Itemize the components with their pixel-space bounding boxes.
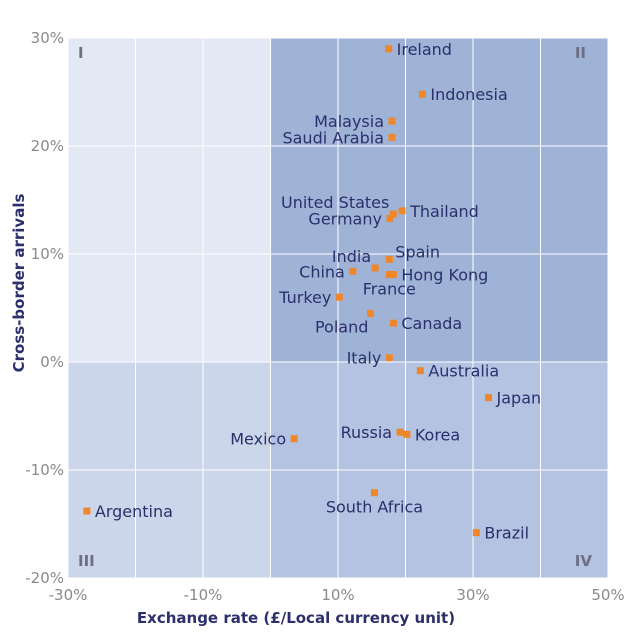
point-japan	[485, 394, 493, 402]
point-turkey	[335, 293, 343, 301]
point-label: Malaysia	[314, 112, 384, 131]
point-poland	[366, 309, 374, 317]
quadrant-label: IV	[575, 552, 593, 570]
point-india	[371, 264, 379, 272]
point-argentina	[83, 507, 91, 515]
x-axis-ticks: -30% -10% 10% 30% 50%	[49, 586, 625, 604]
point-label: China	[299, 262, 345, 281]
point-label: Turkey	[278, 288, 331, 307]
point-russia	[396, 428, 404, 436]
quadrant-1	[68, 38, 271, 362]
point-saudi-arabia	[388, 133, 396, 141]
point-label: Spain	[395, 242, 440, 261]
point-indonesia	[418, 90, 426, 98]
y-axis-title: Cross-border arrivals	[10, 194, 28, 373]
point-label: Brazil	[484, 524, 529, 543]
point-germany	[386, 214, 394, 222]
grid-lines	[67, 37, 609, 579]
y-tick-label: 10%	[31, 245, 64, 263]
point-label: United States	[281, 193, 389, 212]
point-thailand	[398, 207, 406, 215]
point-south-africa	[370, 489, 378, 497]
y-axis-ticks: 30% 20% 10% 0% -10% -20%	[25, 29, 64, 587]
point-label: Korea	[415, 425, 460, 444]
point-australia	[416, 367, 424, 375]
x-tick-label: -30%	[49, 586, 88, 604]
point-spain	[385, 255, 393, 263]
point-label: India	[332, 247, 371, 266]
point-brazil	[472, 529, 480, 537]
point-label: Saudi Arabia	[282, 128, 384, 147]
quadrant-2	[270, 38, 608, 362]
point-france	[385, 271, 393, 279]
y-tick-label: 20%	[31, 137, 64, 155]
quadrant-label: III	[78, 552, 95, 570]
point-label: Australia	[428, 362, 499, 381]
point-mexico	[290, 435, 298, 443]
point-label: Argentina	[95, 502, 173, 521]
x-axis-title: Exchange rate (£/Local currency unit)	[137, 609, 455, 627]
point-korea	[403, 430, 411, 438]
point-label: Canada	[401, 314, 462, 333]
x-tick-label: 50%	[591, 586, 624, 604]
point-canada	[389, 319, 397, 327]
point-label: Germany	[308, 209, 382, 228]
quadrant-label: II	[575, 44, 586, 62]
point-italy	[385, 354, 393, 362]
point-label: South Africa	[326, 498, 423, 517]
point-label: Italy	[347, 349, 382, 368]
y-tick-label: -20%	[25, 569, 64, 587]
point-label: France	[363, 280, 416, 299]
point-label: Poland	[315, 317, 368, 336]
y-tick-label: 0%	[40, 353, 64, 371]
point-label: Ireland	[397, 40, 452, 59]
x-tick-label: -10%	[184, 586, 223, 604]
y-tick-label: -10%	[25, 461, 64, 479]
point-ireland	[385, 45, 393, 53]
point-united-states	[389, 210, 397, 218]
point-label: Thailand	[409, 202, 479, 221]
x-tick-label: 30%	[456, 586, 489, 604]
point-hong-kong	[389, 271, 397, 279]
y-tick-label: 30%	[31, 29, 64, 47]
quadrant-label: I	[78, 44, 84, 62]
point-label: Japan	[496, 389, 542, 408]
point-label: Mexico	[230, 430, 286, 449]
x-tick-label: 10%	[321, 586, 354, 604]
point-malaysia	[388, 117, 396, 125]
point-label: Hong Kong	[401, 266, 488, 285]
quadrant-backgrounds	[68, 38, 608, 578]
point-china	[349, 267, 357, 275]
point-label: Russia	[341, 423, 392, 442]
point-label: Indonesia	[430, 85, 507, 104]
